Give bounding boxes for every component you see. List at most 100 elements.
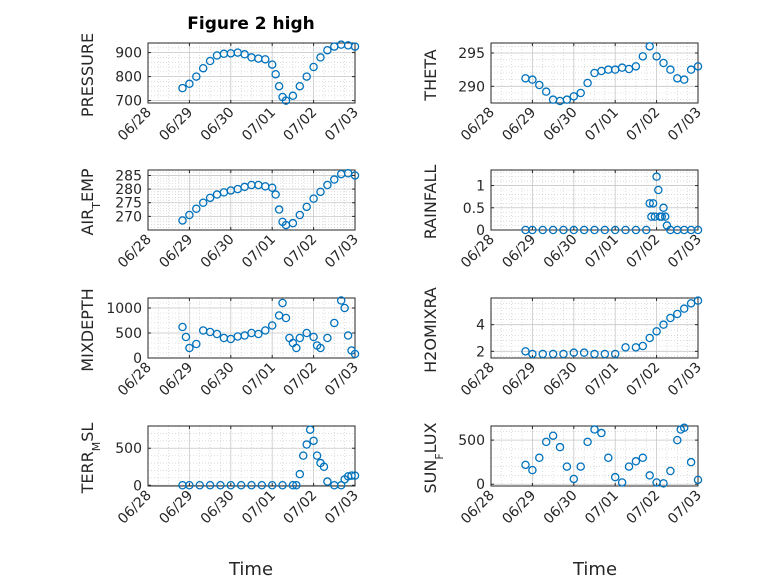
data-point [319, 462, 329, 471]
y-axis-label: RAINFALL [421, 165, 440, 240]
data-point [559, 225, 568, 235]
data-point [548, 225, 558, 235]
data-point [693, 296, 703, 305]
data-point [205, 193, 215, 203]
data-point [579, 348, 589, 357]
data-point [679, 304, 689, 313]
data-point [645, 42, 654, 51]
data-point [528, 349, 537, 359]
data-point [323, 333, 332, 343]
data-point [631, 457, 641, 466]
data-point [340, 303, 349, 313]
y-tick-label: 0 [476, 223, 485, 239]
data-point [278, 298, 287, 308]
data-point [555, 442, 565, 452]
data-point [569, 225, 579, 235]
data-point [652, 172, 661, 181]
axes-box [147, 297, 356, 359]
data-point [226, 481, 236, 490]
data-point [541, 437, 551, 447]
data-point [302, 328, 311, 338]
data-point [216, 481, 225, 490]
data-point [638, 341, 648, 351]
data-point [631, 225, 641, 235]
data-point [309, 194, 318, 203]
data-point [274, 81, 284, 91]
y-axis-label: THETA [421, 49, 440, 101]
data-point [343, 331, 353, 340]
y-tick-label: 270 [115, 209, 142, 225]
data-point [576, 88, 585, 98]
data-point [562, 462, 572, 471]
data-point [323, 477, 332, 486]
x-axis-label-right: Time [572, 559, 617, 580]
data-point [312, 451, 322, 460]
y-axis-label: TERRMSL [78, 423, 103, 495]
data-point [652, 327, 661, 336]
y-tick-label: 280 [115, 182, 142, 198]
y-axis-label: MIXDEPTH [78, 288, 97, 371]
data-point [292, 481, 301, 490]
data-point [178, 322, 187, 332]
data-point [548, 431, 558, 440]
data-point [240, 50, 249, 59]
y-tick-label: 500 [115, 441, 142, 457]
data-point [185, 79, 194, 89]
data-point [569, 474, 579, 484]
data-point [600, 349, 610, 359]
data-point [247, 481, 256, 490]
data-point [309, 332, 318, 342]
data-point [528, 465, 537, 475]
y-tick-label: 4 [476, 318, 485, 334]
data-point [309, 62, 318, 72]
data-point [579, 225, 589, 235]
data-point [185, 210, 194, 220]
data-point [261, 55, 270, 64]
data-point [666, 466, 675, 476]
data-point [302, 440, 311, 449]
data-point [642, 225, 651, 235]
data-point [597, 428, 606, 438]
y-tick-label: 275 [115, 196, 142, 212]
data-point [590, 349, 599, 359]
data-point [621, 343, 630, 352]
data-point [192, 339, 201, 349]
data-point [569, 348, 579, 357]
data-point [212, 329, 222, 339]
y-tick-label: 0 [133, 478, 142, 494]
data-point [659, 58, 668, 68]
data-point [535, 453, 544, 463]
data-point [657, 212, 667, 221]
data-point [528, 225, 537, 235]
data-point [185, 481, 194, 490]
data-point [281, 96, 291, 105]
data-point [316, 187, 325, 197]
data-point [541, 87, 551, 96]
data-point [305, 425, 315, 434]
data-point [267, 321, 277, 330]
data-point [257, 481, 267, 490]
data-point [583, 437, 592, 447]
y-axis-label: AIRTEMP [78, 168, 103, 235]
y-tick-label: 500 [115, 326, 142, 342]
y-tick-label: 0 [133, 351, 142, 367]
y-tick-label: 0.5 [463, 201, 485, 217]
y-axis-label: H2OMIXRA [421, 287, 440, 373]
y-tick-label: 285 [115, 168, 142, 184]
data-point [562, 95, 572, 104]
data-point [538, 349, 548, 359]
data-point [576, 462, 585, 471]
data-point [590, 425, 599, 434]
data-point [267, 183, 277, 192]
data-point [330, 318, 339, 328]
axes-box [147, 42, 356, 104]
data-point [548, 349, 558, 359]
data-point [281, 313, 291, 323]
data-point [645, 199, 654, 208]
data-point [261, 326, 270, 335]
data-point [274, 205, 284, 214]
data-point [316, 343, 325, 353]
data-point [648, 199, 658, 208]
data-point [666, 65, 675, 74]
